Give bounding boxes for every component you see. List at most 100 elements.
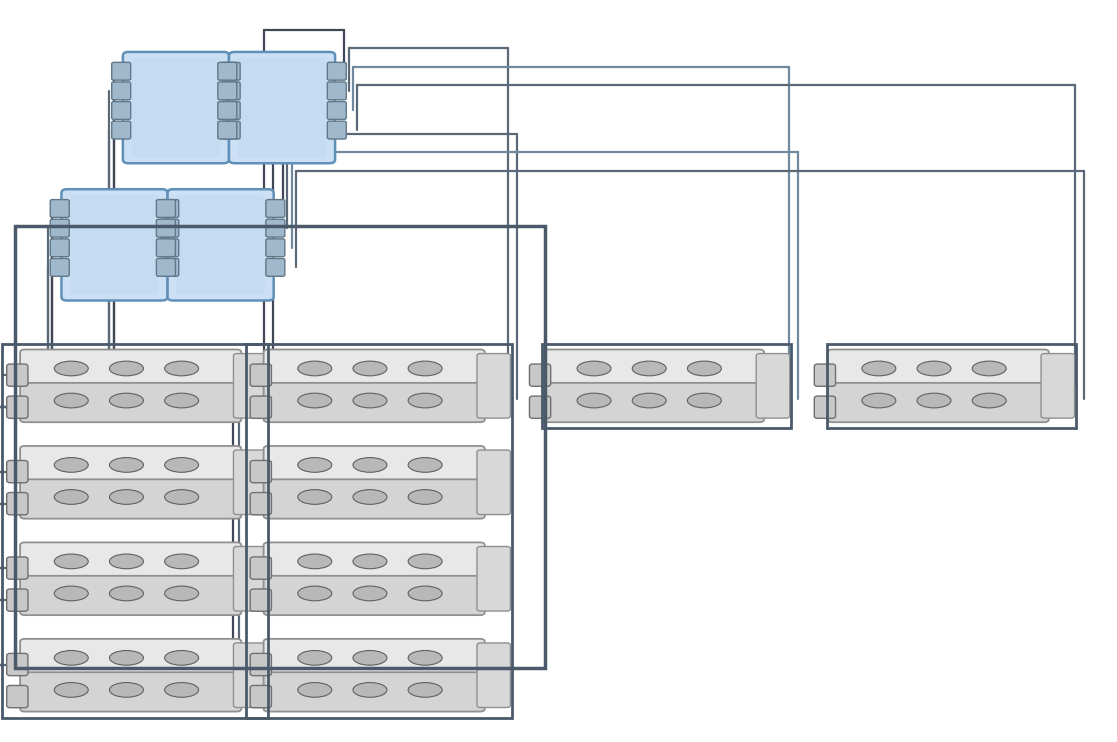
FancyBboxPatch shape: [168, 189, 274, 301]
FancyBboxPatch shape: [20, 349, 241, 389]
FancyBboxPatch shape: [233, 546, 267, 611]
FancyBboxPatch shape: [250, 654, 271, 676]
Ellipse shape: [164, 490, 199, 505]
FancyBboxPatch shape: [233, 643, 267, 708]
Ellipse shape: [972, 361, 1006, 375]
FancyBboxPatch shape: [7, 461, 28, 483]
FancyBboxPatch shape: [132, 58, 220, 157]
Ellipse shape: [408, 458, 442, 473]
FancyBboxPatch shape: [529, 364, 551, 387]
Ellipse shape: [632, 361, 666, 375]
FancyBboxPatch shape: [218, 62, 237, 80]
FancyBboxPatch shape: [7, 654, 28, 676]
FancyBboxPatch shape: [160, 219, 179, 237]
FancyBboxPatch shape: [221, 121, 240, 139]
Ellipse shape: [408, 651, 442, 665]
FancyBboxPatch shape: [218, 121, 237, 139]
Ellipse shape: [55, 586, 88, 601]
FancyBboxPatch shape: [264, 672, 485, 712]
FancyBboxPatch shape: [327, 102, 346, 119]
Ellipse shape: [164, 458, 199, 473]
FancyBboxPatch shape: [543, 349, 764, 389]
FancyBboxPatch shape: [218, 82, 237, 99]
Ellipse shape: [109, 554, 143, 568]
FancyBboxPatch shape: [250, 493, 271, 515]
FancyBboxPatch shape: [221, 62, 240, 80]
FancyBboxPatch shape: [20, 639, 241, 678]
FancyBboxPatch shape: [756, 354, 790, 418]
Ellipse shape: [408, 490, 442, 505]
Ellipse shape: [109, 458, 143, 473]
FancyBboxPatch shape: [264, 542, 485, 582]
FancyBboxPatch shape: [233, 354, 267, 418]
Ellipse shape: [298, 683, 332, 697]
Ellipse shape: [55, 554, 88, 568]
Ellipse shape: [109, 361, 143, 375]
Ellipse shape: [109, 393, 143, 408]
FancyBboxPatch shape: [250, 364, 271, 387]
Ellipse shape: [408, 361, 442, 375]
FancyBboxPatch shape: [233, 450, 267, 515]
FancyBboxPatch shape: [156, 219, 175, 237]
Ellipse shape: [298, 586, 332, 601]
FancyBboxPatch shape: [218, 102, 237, 119]
Ellipse shape: [164, 393, 199, 408]
Ellipse shape: [109, 651, 143, 665]
FancyBboxPatch shape: [477, 450, 510, 515]
Ellipse shape: [55, 683, 88, 697]
FancyBboxPatch shape: [814, 396, 836, 418]
FancyBboxPatch shape: [529, 396, 551, 418]
FancyBboxPatch shape: [264, 639, 485, 678]
FancyBboxPatch shape: [20, 479, 241, 519]
FancyBboxPatch shape: [250, 461, 271, 483]
FancyBboxPatch shape: [20, 383, 241, 422]
Ellipse shape: [353, 393, 386, 408]
FancyBboxPatch shape: [477, 643, 510, 708]
Ellipse shape: [862, 361, 896, 375]
Ellipse shape: [577, 361, 611, 375]
Ellipse shape: [298, 490, 332, 505]
FancyBboxPatch shape: [814, 364, 836, 387]
Ellipse shape: [55, 490, 88, 505]
FancyBboxPatch shape: [7, 557, 28, 580]
Ellipse shape: [164, 586, 199, 601]
FancyBboxPatch shape: [229, 52, 335, 163]
FancyBboxPatch shape: [264, 446, 485, 485]
FancyBboxPatch shape: [50, 239, 69, 257]
FancyBboxPatch shape: [250, 589, 271, 611]
Ellipse shape: [408, 554, 442, 568]
FancyBboxPatch shape: [112, 82, 131, 99]
FancyBboxPatch shape: [828, 349, 1049, 389]
FancyBboxPatch shape: [264, 349, 485, 389]
Ellipse shape: [55, 458, 88, 473]
FancyBboxPatch shape: [264, 383, 485, 422]
FancyBboxPatch shape: [112, 62, 131, 80]
Ellipse shape: [408, 393, 442, 408]
FancyBboxPatch shape: [266, 200, 285, 217]
FancyBboxPatch shape: [327, 82, 346, 99]
FancyBboxPatch shape: [156, 239, 175, 257]
FancyBboxPatch shape: [50, 200, 69, 217]
FancyBboxPatch shape: [828, 383, 1049, 422]
Ellipse shape: [353, 586, 386, 601]
FancyBboxPatch shape: [70, 195, 159, 295]
Ellipse shape: [109, 683, 143, 697]
Ellipse shape: [917, 393, 951, 408]
FancyBboxPatch shape: [7, 686, 28, 708]
FancyBboxPatch shape: [160, 200, 179, 217]
Ellipse shape: [109, 586, 143, 601]
Ellipse shape: [632, 393, 666, 408]
Ellipse shape: [298, 554, 332, 568]
FancyBboxPatch shape: [20, 446, 241, 485]
FancyBboxPatch shape: [266, 239, 285, 257]
Ellipse shape: [164, 554, 199, 568]
FancyBboxPatch shape: [160, 258, 179, 276]
Ellipse shape: [577, 393, 611, 408]
FancyBboxPatch shape: [250, 396, 271, 418]
FancyBboxPatch shape: [250, 686, 271, 708]
FancyBboxPatch shape: [477, 354, 510, 418]
FancyBboxPatch shape: [221, 102, 240, 119]
Ellipse shape: [164, 361, 199, 375]
FancyBboxPatch shape: [112, 121, 131, 139]
Ellipse shape: [55, 361, 88, 375]
